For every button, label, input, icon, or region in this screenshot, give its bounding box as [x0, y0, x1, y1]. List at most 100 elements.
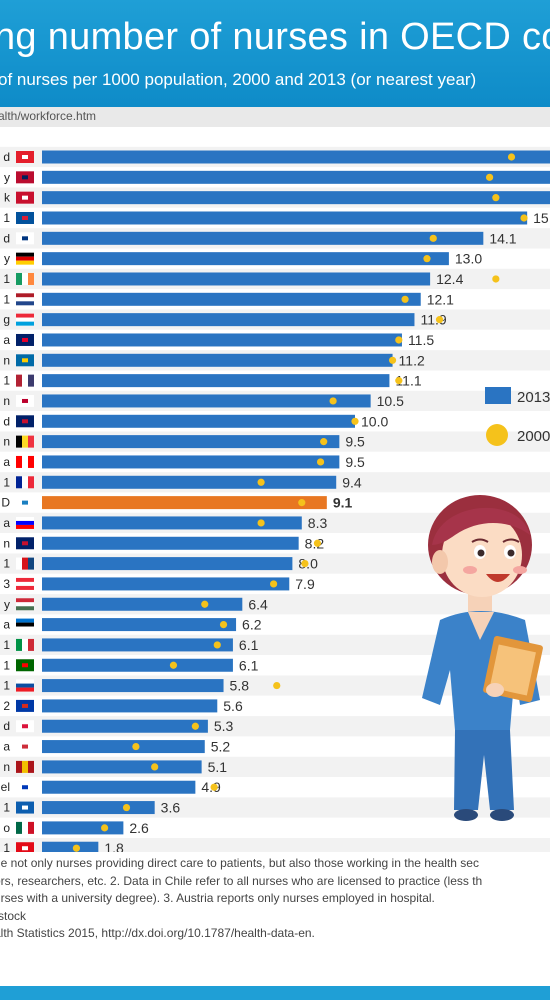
dot-2000	[72, 844, 81, 852]
flag-stripe	[22, 476, 28, 489]
flag-emblem	[22, 236, 28, 241]
flag-emblem	[22, 724, 28, 729]
dot-2000	[388, 356, 397, 364]
flag-stripe	[16, 622, 34, 627]
bar-2013	[42, 760, 202, 774]
flag-stripe	[16, 687, 34, 692]
bar-2013	[42, 719, 208, 733]
flag-stripe	[16, 516, 34, 521]
dot-2000	[132, 742, 140, 751]
dot-2000	[395, 377, 403, 385]
dot-2000	[191, 722, 199, 730]
bar-2013	[42, 516, 302, 530]
value-label: 9.1	[333, 495, 353, 511]
flag-stripe	[16, 618, 34, 623]
flag-stripe	[16, 626, 34, 631]
flag-emblem	[22, 215, 28, 220]
category-label: el	[1, 780, 10, 794]
bar-2013	[42, 170, 550, 184]
value-label: 5.2	[211, 739, 231, 755]
category-label: g	[3, 313, 10, 327]
dot-2000	[101, 824, 109, 832]
row-background	[0, 817, 550, 839]
bar-2013	[42, 740, 205, 754]
bar-2013	[42, 577, 290, 591]
bar-2013	[42, 231, 484, 245]
category-label: 1	[3, 557, 10, 571]
flag-emblem	[22, 663, 28, 668]
bar-2013	[42, 658, 233, 672]
dot-2000	[273, 681, 281, 690]
flag-emblem	[22, 155, 28, 159]
bar-2013	[42, 150, 550, 164]
category-label: a	[3, 516, 10, 530]
flag-emblem	[22, 846, 28, 851]
dot-2000	[320, 438, 328, 446]
category-label: y	[4, 170, 10, 184]
flag-stripe	[16, 638, 22, 651]
flag-emblem	[22, 419, 28, 424]
footnote-line: rstock	[0, 908, 27, 923]
flag-stripe	[16, 760, 22, 773]
value-label: 12.4	[436, 271, 463, 287]
flag-stripe	[28, 821, 34, 834]
value-label: 6.2	[242, 617, 262, 633]
dot-2000	[213, 641, 221, 649]
category-label: n	[3, 394, 10, 408]
flag-stripe	[16, 598, 34, 603]
bar-2013	[42, 292, 421, 306]
value-label: 7.9	[295, 576, 315, 592]
flag-stripe	[28, 476, 34, 489]
legend-label-2013: 2013	[517, 389, 550, 406]
dot-2000	[257, 478, 265, 486]
bar-2013	[42, 801, 155, 815]
legend-swatch-2013	[485, 387, 511, 404]
bar-2013	[42, 475, 337, 489]
flag-stripe	[28, 455, 34, 468]
value-label: 6.1	[239, 637, 259, 653]
category-label: 1	[3, 211, 10, 225]
bar-2013	[42, 272, 431, 286]
nurse-illustration	[422, 495, 543, 821]
source-url[interactable]: alth/workforce.htm	[0, 109, 97, 123]
flag-stripe	[16, 252, 34, 257]
dot-2000	[435, 316, 444, 324]
header-banner	[0, 0, 550, 107]
footnotes: de not only nurses providing direct care…	[0, 855, 550, 943]
category-label: 1	[3, 801, 10, 815]
flag-stripe	[22, 821, 28, 834]
flag-stripe	[16, 297, 34, 302]
value-label: 9.5	[345, 454, 365, 470]
dot-2000	[210, 783, 218, 791]
footer-band	[0, 986, 550, 1000]
category-label: 1	[3, 292, 10, 306]
legend-swatch-2000	[486, 424, 508, 446]
dot-2000	[423, 255, 431, 263]
category-label: a	[3, 740, 10, 754]
bar-2013	[42, 374, 390, 388]
flag-emblem	[22, 541, 28, 546]
bar-2013	[42, 252, 449, 266]
value-label: 10.0	[361, 413, 388, 429]
bar-2013	[42, 597, 243, 611]
flag-stripe	[16, 272, 22, 285]
flag-stripe	[22, 272, 28, 285]
category-label: k	[4, 191, 11, 205]
category-label: 1	[3, 679, 10, 693]
category-label: y	[4, 597, 10, 611]
bar-2013	[42, 435, 340, 449]
dot-2000	[429, 234, 437, 242]
value-label: 11.2	[399, 352, 425, 368]
footnote-line: urses with a university degree). 3. Aust…	[0, 891, 435, 905]
value-label: 5.8	[230, 678, 250, 694]
flag-stripe	[28, 638, 34, 651]
dot-2000	[298, 499, 306, 507]
category-label: 3	[3, 577, 10, 591]
bar-2013	[42, 536, 299, 550]
value-label: 5.3	[214, 718, 234, 734]
flag-stripe	[16, 557, 22, 570]
category-label: n	[3, 435, 10, 449]
value-label: 6.1	[239, 657, 259, 673]
value-label: 9.4	[342, 474, 362, 490]
